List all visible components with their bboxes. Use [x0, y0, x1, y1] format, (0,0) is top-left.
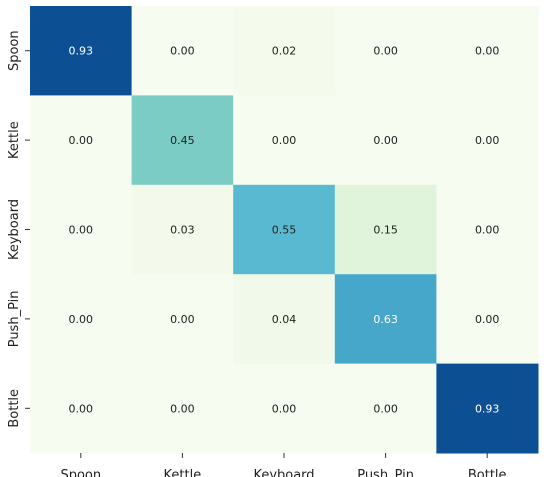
heatmap-cell-3-1 [131, 274, 234, 365]
cell-value-label: 0.00 [69, 224, 94, 237]
heatmap-cell-4-0 [30, 363, 133, 454]
heatmap-cell-1-1 [131, 95, 234, 186]
heatmap-cell-3-2 [233, 274, 336, 365]
heatmap-cell-1-4 [436, 95, 539, 186]
x-tick-label: Spoon [60, 468, 101, 477]
cell-value-label: 0.00 [69, 134, 94, 147]
cell-value-label: 0.00 [475, 224, 500, 237]
heatmap-cell-2-4 [436, 184, 539, 275]
heatmap-cell-0-1 [131, 6, 234, 96]
heatmap-cell-4-3 [334, 363, 437, 454]
y-tick-label: Spoon [7, 30, 22, 71]
heatmap-cell-0-4 [436, 6, 539, 96]
cell-value-label: 0.00 [475, 313, 500, 326]
cell-value-label: 0.55 [272, 224, 297, 237]
y-tick-label: Keyboard [7, 199, 22, 260]
heatmap-cell-0-0 [30, 6, 133, 96]
cell-value-label: 0.45 [170, 134, 195, 147]
cell-value-label: 0.15 [373, 224, 398, 237]
heatmap-cell-2-0 [30, 184, 133, 275]
y-tick-label: Push_Pin [7, 291, 22, 348]
cell-value-label: 0.00 [272, 134, 297, 147]
cell-value-label: 0.00 [170, 402, 195, 415]
x-tick-label: Kettle [164, 468, 202, 477]
cell-value-label: 0.00 [373, 402, 398, 415]
cell-value-label: 0.00 [373, 134, 398, 147]
heatmap-cell-0-2 [233, 6, 336, 96]
heatmap-cell-4-2 [233, 363, 336, 454]
y-axis: Spoon Kettle Keyboard Push_Pin Bottle [7, 30, 30, 428]
cell-value-label: 0.00 [475, 134, 500, 147]
heatmap-cell-2-2 [233, 184, 336, 275]
cell-value-label: 0.02 [272, 45, 297, 58]
heatmap-cell-1-0 [30, 95, 133, 186]
cell-value-label: 0.00 [170, 313, 195, 326]
cell-value-label: 0.93 [69, 45, 94, 58]
x-tick-label: Bottle [468, 468, 507, 477]
heatmap-cell-2-1 [131, 184, 234, 275]
heatmap-cell-3-0 [30, 274, 133, 365]
cell-value-label: 0.00 [69, 313, 94, 326]
heatmap-cells: 0.93 0.00 0.02 0.00 0.00 0.00 0.45 0.00 0.00 0.00… [30, 6, 539, 454]
heatmap-cell-4-4 [436, 363, 539, 454]
cell-value-label: 0.00 [69, 402, 94, 415]
cell-value-label: 0.93 [475, 402, 500, 415]
cell-value-label: 0.03 [170, 224, 195, 237]
x-tick-label: Keyboard [253, 468, 314, 477]
heatmap-cell-1-3 [334, 95, 437, 186]
heatmap-cell-4-1 [131, 363, 234, 454]
cell-value-label: 0.04 [272, 313, 297, 326]
x-tick-label: Push_Pin [357, 468, 414, 477]
cell-value-label: 0.00 [272, 402, 297, 415]
y-tick-label: Bottle [7, 389, 22, 428]
heatmap-cell-1-2 [233, 95, 336, 186]
x-axis: Spoon Kettle Keyboard Push_Pin Bottle [60, 453, 507, 477]
cell-value-label: 0.00 [373, 45, 398, 58]
cell-value-label: 0.00 [475, 45, 500, 58]
heatmap-cell-0-3 [334, 6, 437, 96]
cell-value-label: 0.00 [170, 45, 195, 58]
y-tick-label: Kettle [7, 121, 22, 159]
heatmap-cell-3-3 [334, 274, 437, 365]
cell-value-label: 0.63 [373, 313, 398, 326]
heatmap-cell-3-4 [436, 274, 539, 365]
heatmap-cell-2-3 [334, 184, 437, 275]
